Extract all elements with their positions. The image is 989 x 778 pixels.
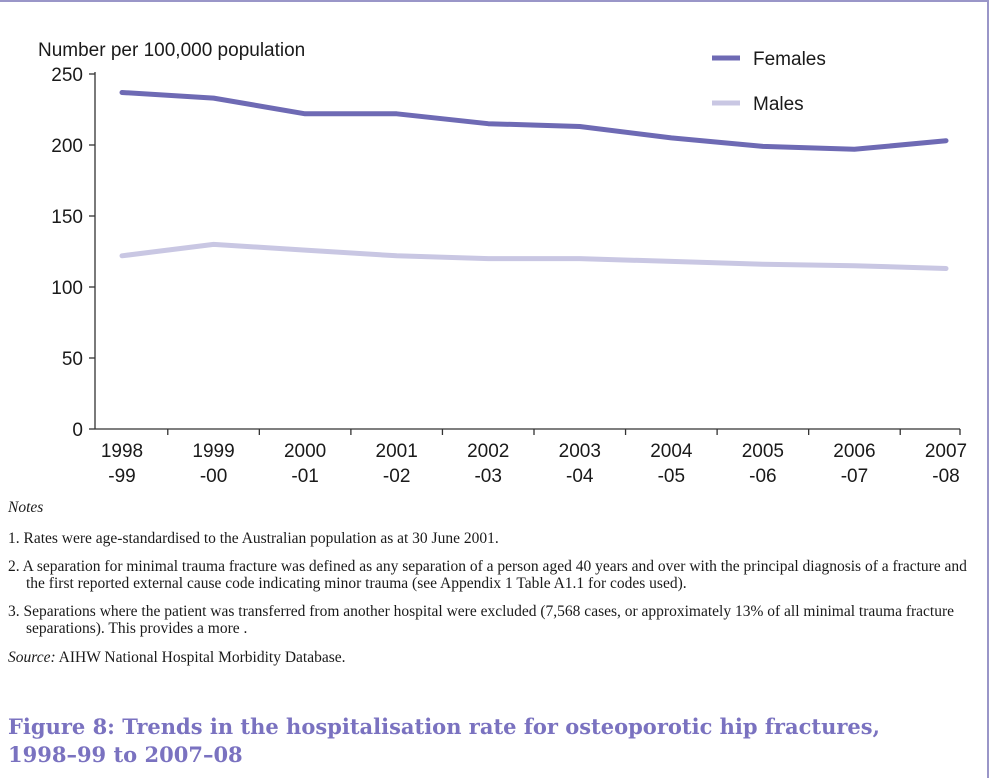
x-tick-label-year: 2006 [833, 441, 875, 462]
legend-label-females: Females [753, 49, 826, 70]
series-line-females [119, 90, 949, 152]
x-tick-label-suffix: -04 [566, 466, 594, 487]
source-line: Source: AIHW National Hospital Morbidity… [8, 648, 968, 668]
frame-right-border [987, 0, 989, 778]
x-tick-label-suffix: -02 [383, 466, 410, 487]
y-tick-label: 150 [51, 207, 83, 228]
y-tick-label: 50 [62, 349, 83, 370]
x-tick-label-suffix: -01 [291, 466, 318, 487]
x-tick-label-year: 2004 [650, 441, 693, 462]
figure-caption-line-1: Figure 8: Trends in the hospitalisation … [8, 714, 880, 739]
figure-caption: Figure 8: Trends in the hospitalisation … [8, 713, 908, 769]
x-tick-label-suffix: -07 [841, 466, 868, 487]
source-label: Source: [8, 649, 56, 666]
legend-label-males: Males [753, 94, 804, 115]
y-axis-label: Number per 100,000 population [38, 40, 305, 61]
x-tick-label-suffix: -06 [749, 466, 776, 487]
x-tick-label-suffix: -99 [108, 466, 135, 487]
notes-heading: Notes [8, 499, 44, 516]
y-tick-label: 250 [51, 65, 83, 86]
frame-top-border [0, 0, 989, 2]
x-tick-label-suffix: -08 [932, 466, 959, 487]
y-tick-label: 200 [51, 136, 83, 157]
x-tick-label-suffix: -03 [474, 466, 501, 487]
note-2: 2. A separation for minimal trauma fract… [8, 558, 967, 592]
x-tick-label-year: 2001 [376, 441, 418, 462]
x-tick-label-year: 1999 [192, 441, 234, 462]
x-tick-label-suffix: -05 [658, 466, 685, 487]
source-text: AIHW National Hospital Morbidity Databas… [55, 649, 346, 666]
x-tick-label-suffix: -00 [200, 466, 227, 487]
y-tick-label: 0 [72, 420, 83, 441]
y-tick-label: 100 [51, 278, 83, 299]
x-tick-label-year: 2003 [559, 441, 601, 462]
note-3: 3. Separations where the patient was tra… [8, 603, 955, 637]
x-tick-label-year: 2002 [467, 441, 509, 462]
notes-section: Notes 1. Rates were age-standardised to … [8, 498, 968, 668]
x-tick-label-year: 2000 [284, 441, 326, 462]
figure-caption-line-2: 1998–99 to 2007–08 [8, 742, 243, 767]
series-line-males [119, 241, 949, 271]
x-tick-label-year: 2007 [925, 441, 967, 462]
x-tick-label-year: 1998 [101, 441, 143, 462]
note-1: 1. Rates were age-standardised to the Au… [8, 530, 499, 547]
x-tick-label-year: 2005 [742, 441, 784, 462]
hospitalisation-rate-line-chart: Number per 100,000 population 0 50 100 150 20… [38, 40, 967, 487]
